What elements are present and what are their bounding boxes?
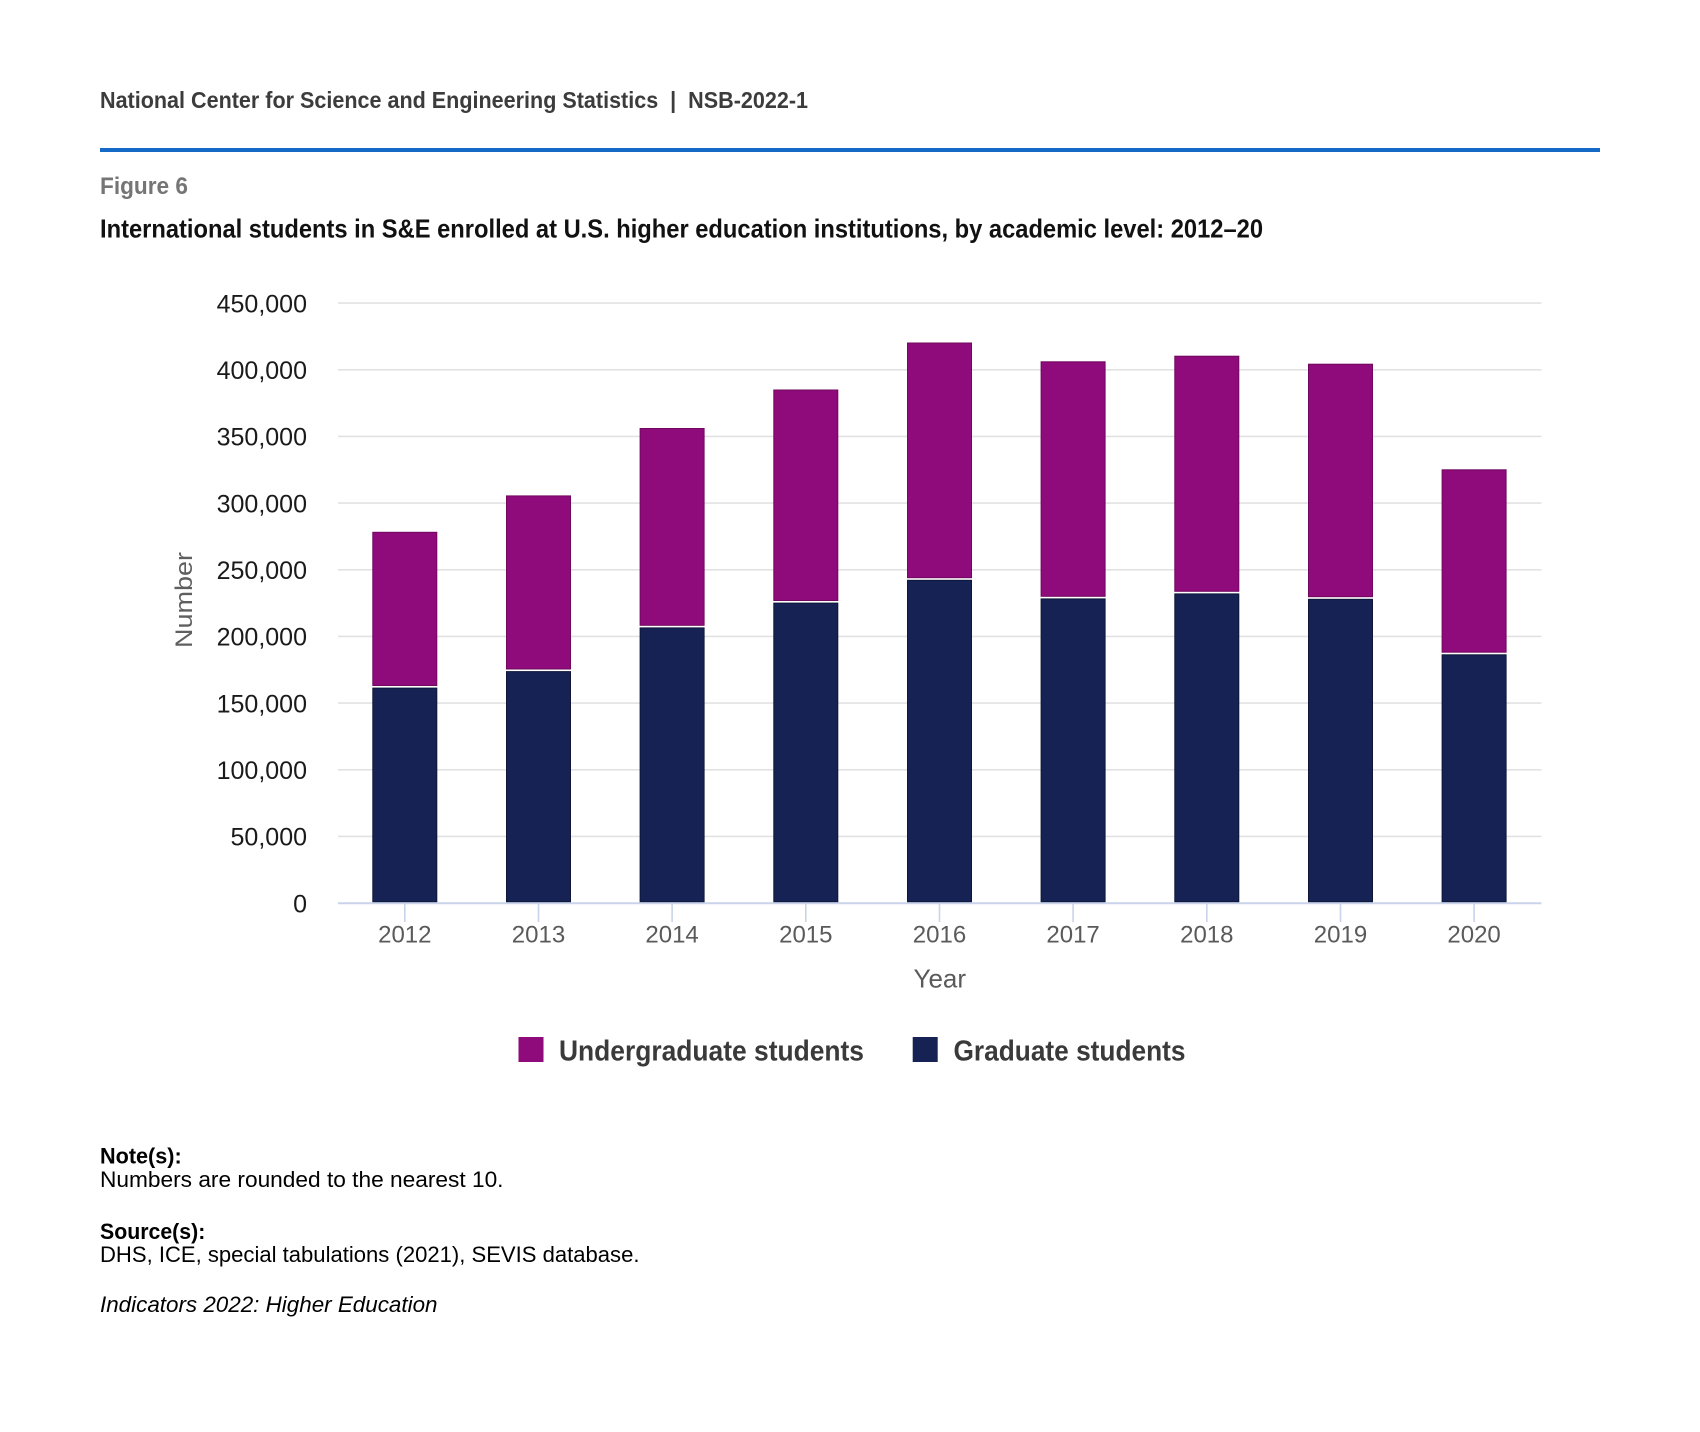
svg-text:Year: Year [914,964,967,994]
svg-text:2014: 2014 [645,922,698,949]
svg-text:Source(s):: Source(s): [100,1219,205,1244]
svg-text:National Center for Science an: National Center for Science and Engineer… [100,87,808,113]
svg-text:350,000: 350,000 [217,424,307,452]
svg-text:Graduate students: Graduate students [954,1036,1186,1068]
svg-text:2012: 2012 [378,922,431,949]
svg-text:Numbers are rounded to the nea: Numbers are rounded to the nearest 10. [100,1167,504,1192]
svg-text:450,000: 450,000 [217,290,307,318]
svg-text:100,000: 100,000 [217,757,307,785]
svg-text:Figure 6: Figure 6 [100,173,188,200]
svg-text:Undergraduate students: Undergraduate students [559,1036,864,1068]
svg-text:International students in S&E: International students in S&E enrolled a… [100,214,1263,244]
svg-text:Indicators 2022: Higher Educat: Indicators 2022: Higher Education [100,1292,438,1317]
svg-text:2016: 2016 [913,922,966,949]
svg-text:300,000: 300,000 [217,490,307,518]
svg-text:DHS, ICE, special tabulations: DHS, ICE, special tabulations (2021), SE… [100,1242,640,1267]
svg-text:200,000: 200,000 [217,624,307,652]
svg-text:2013: 2013 [512,922,565,949]
svg-text:150,000: 150,000 [217,690,307,718]
svg-text:Note(s):: Note(s): [100,1144,182,1169]
svg-text:2020: 2020 [1447,922,1500,949]
svg-text:250,000: 250,000 [217,557,307,585]
svg-text:2015: 2015 [779,922,832,949]
svg-text:400,000: 400,000 [217,357,307,385]
svg-text:50,000: 50,000 [231,824,307,852]
svg-text:2019: 2019 [1314,922,1367,949]
svg-text:0: 0 [293,890,307,918]
svg-text:2017: 2017 [1046,922,1099,949]
svg-text:2018: 2018 [1180,922,1233,949]
svg-text:Number: Number [171,552,198,648]
